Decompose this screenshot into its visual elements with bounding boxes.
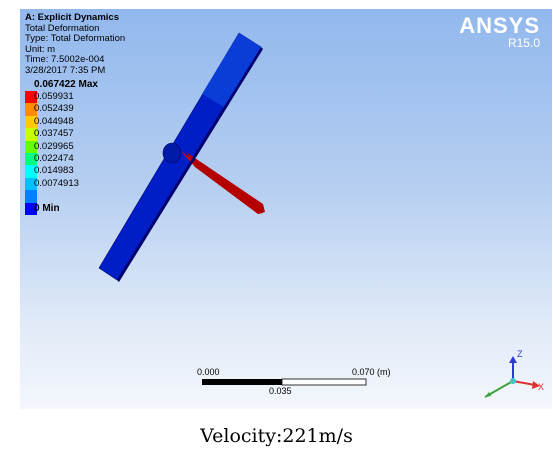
plate-top-region bbox=[202, 33, 261, 107]
axis-triad[interactable]: Z X bbox=[475, 349, 545, 404]
legend-swatch bbox=[25, 165, 37, 178]
legend-value: 0.0074913 bbox=[34, 177, 79, 189]
scale-middle-label: 0.035 bbox=[269, 386, 292, 396]
plate-edge bbox=[117, 47, 263, 282]
scale-right-label: 0.070 (m) bbox=[352, 367, 391, 377]
graphics-viewport[interactable]: A: Explicit Dynamics Total Deformation T… bbox=[20, 9, 552, 409]
legend-swatch bbox=[25, 190, 37, 203]
legend-value: 0.037457 bbox=[34, 128, 74, 140]
logo-version: R15.0 bbox=[507, 36, 540, 50]
legend-value: 0.014983 bbox=[34, 165, 74, 177]
legend-value: 0.022474 bbox=[34, 153, 74, 164]
result-date: 3/28/2017 7:35 PM bbox=[25, 64, 106, 76]
legend-value: 0.052439 bbox=[34, 103, 74, 115]
ansys-logo: ANSYS R15.0 bbox=[459, 13, 540, 50]
result-time: Time: 7.5002e-004 bbox=[25, 54, 105, 66]
legend-value: 0.059931 bbox=[34, 91, 74, 102]
triad-z-label: Z bbox=[517, 349, 523, 359]
legend-swatch bbox=[25, 91, 37, 104]
legend-value: 0.044948 bbox=[34, 115, 74, 127]
legend-swatch bbox=[25, 202, 37, 215]
legend-swatch bbox=[25, 153, 37, 166]
impact-zone bbox=[162, 142, 182, 164]
result-unit: Unit: m bbox=[25, 43, 56, 55]
legend-swatch bbox=[25, 177, 37, 191]
result-name: Total Deformation bbox=[25, 22, 100, 34]
analysis-title: A: Explicit Dynamics bbox=[25, 12, 119, 23]
velocity-caption: Velocity:221m/s bbox=[200, 425, 353, 447]
triad-axes-icon bbox=[484, 356, 540, 398]
logo-brand: ANSYS bbox=[459, 13, 540, 38]
projectile-shade bbox=[186, 152, 265, 214]
deformed-model[interactable] bbox=[20, 9, 552, 409]
legend-value: 0.029965 bbox=[34, 140, 74, 152]
legend-swatch bbox=[25, 140, 37, 153]
result-type: Type: Total Deformation bbox=[25, 33, 126, 45]
scale-left-label: 0.000 bbox=[197, 367, 220, 377]
legend-max-label: 0.067422 Max bbox=[34, 79, 98, 90]
legend-swatch bbox=[25, 128, 37, 141]
scale-bar-graphic bbox=[202, 378, 367, 386]
result-info: A: Explicit Dynamics Total Deformation T… bbox=[25, 12, 126, 77]
legend-min-label: 0 Min bbox=[34, 202, 60, 214]
legend-swatch bbox=[25, 115, 37, 129]
triad-x-label: X bbox=[538, 382, 545, 392]
legend-swatch bbox=[25, 103, 37, 116]
